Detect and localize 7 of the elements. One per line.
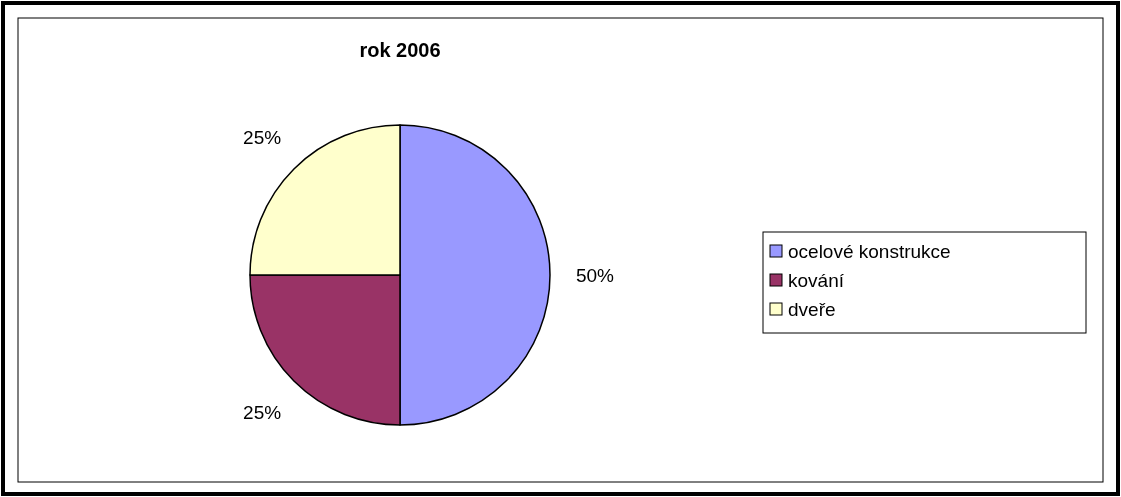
legend-label: ocelové konstrukce — [788, 240, 951, 262]
data-label: 50% — [575, 264, 615, 286]
chart-title: rok 2006 — [359, 39, 441, 61]
legend-label: kování — [788, 269, 845, 291]
data-label: 25% — [243, 402, 282, 424]
legend-label: dveře — [788, 298, 836, 320]
data-label: 25% — [243, 126, 282, 148]
